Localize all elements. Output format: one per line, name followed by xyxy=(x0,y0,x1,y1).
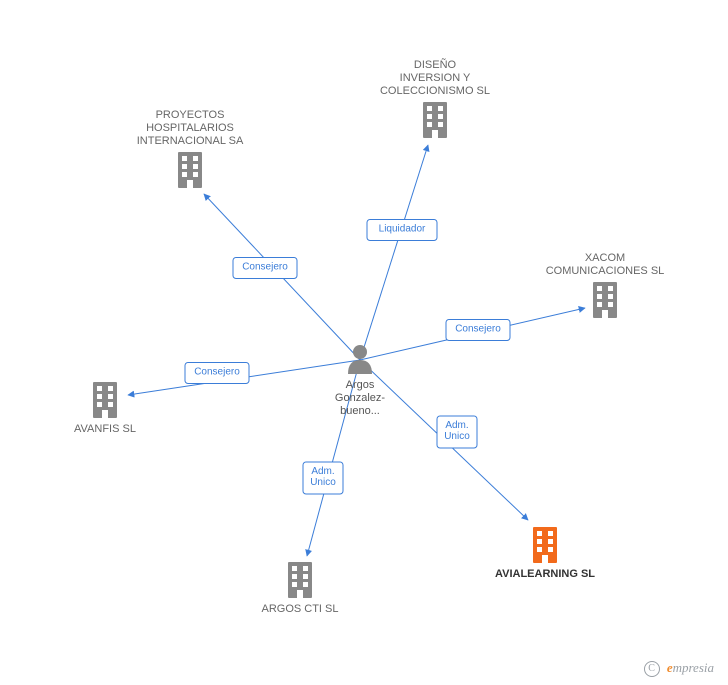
node-label-proyectos: PROYECTOSHOSPITALARIOSINTERNACIONAL SA xyxy=(137,109,244,147)
building-icon xyxy=(533,527,557,563)
watermark: C empresia xyxy=(644,660,714,677)
network-diagram: Consejero Liquidador Consejero Adm.Unico Adm… xyxy=(0,0,728,685)
node-argoscti[interactable] xyxy=(288,562,312,598)
building-icon xyxy=(423,102,447,138)
edge-label-text-xacom: Consejero xyxy=(455,324,501,335)
node-proyectos[interactable] xyxy=(178,152,202,188)
node-avanfis[interactable] xyxy=(93,382,117,418)
building-icon xyxy=(178,152,202,188)
node-label-avialearning: AVIALEARNING SL xyxy=(495,568,595,580)
node-xacom[interactable] xyxy=(593,282,617,318)
edge-label-text-argoscti: Adm.Unico xyxy=(310,466,336,488)
center-label: ArgosGonzalez-bueno... xyxy=(335,379,385,417)
node-avialearning[interactable] xyxy=(533,527,557,563)
edge-label-text-proyectos: Consejero xyxy=(242,262,288,273)
building-icon xyxy=(593,282,617,318)
edge-label-text-avanfis: Consejero xyxy=(194,367,240,378)
building-icon xyxy=(93,382,117,418)
node-label-avanfis: AVANFIS SL xyxy=(74,423,136,435)
edge-diseno xyxy=(360,145,428,360)
edge-label-text-diseno: Liquidador xyxy=(379,224,426,235)
building-icon xyxy=(288,562,312,598)
node-label-xacom: XACOMCOMUNICACIONES SL xyxy=(546,252,665,277)
edge-label-text-avialearning: Adm.Unico xyxy=(444,420,470,442)
node-label-argoscti: ARGOS CTI SL xyxy=(261,603,338,615)
node-diseno[interactable] xyxy=(423,102,447,138)
node-label-diseno: DISEÑOINVERSION YCOLECCIONISMO SL xyxy=(380,58,490,97)
copyright-icon: C xyxy=(644,661,660,677)
